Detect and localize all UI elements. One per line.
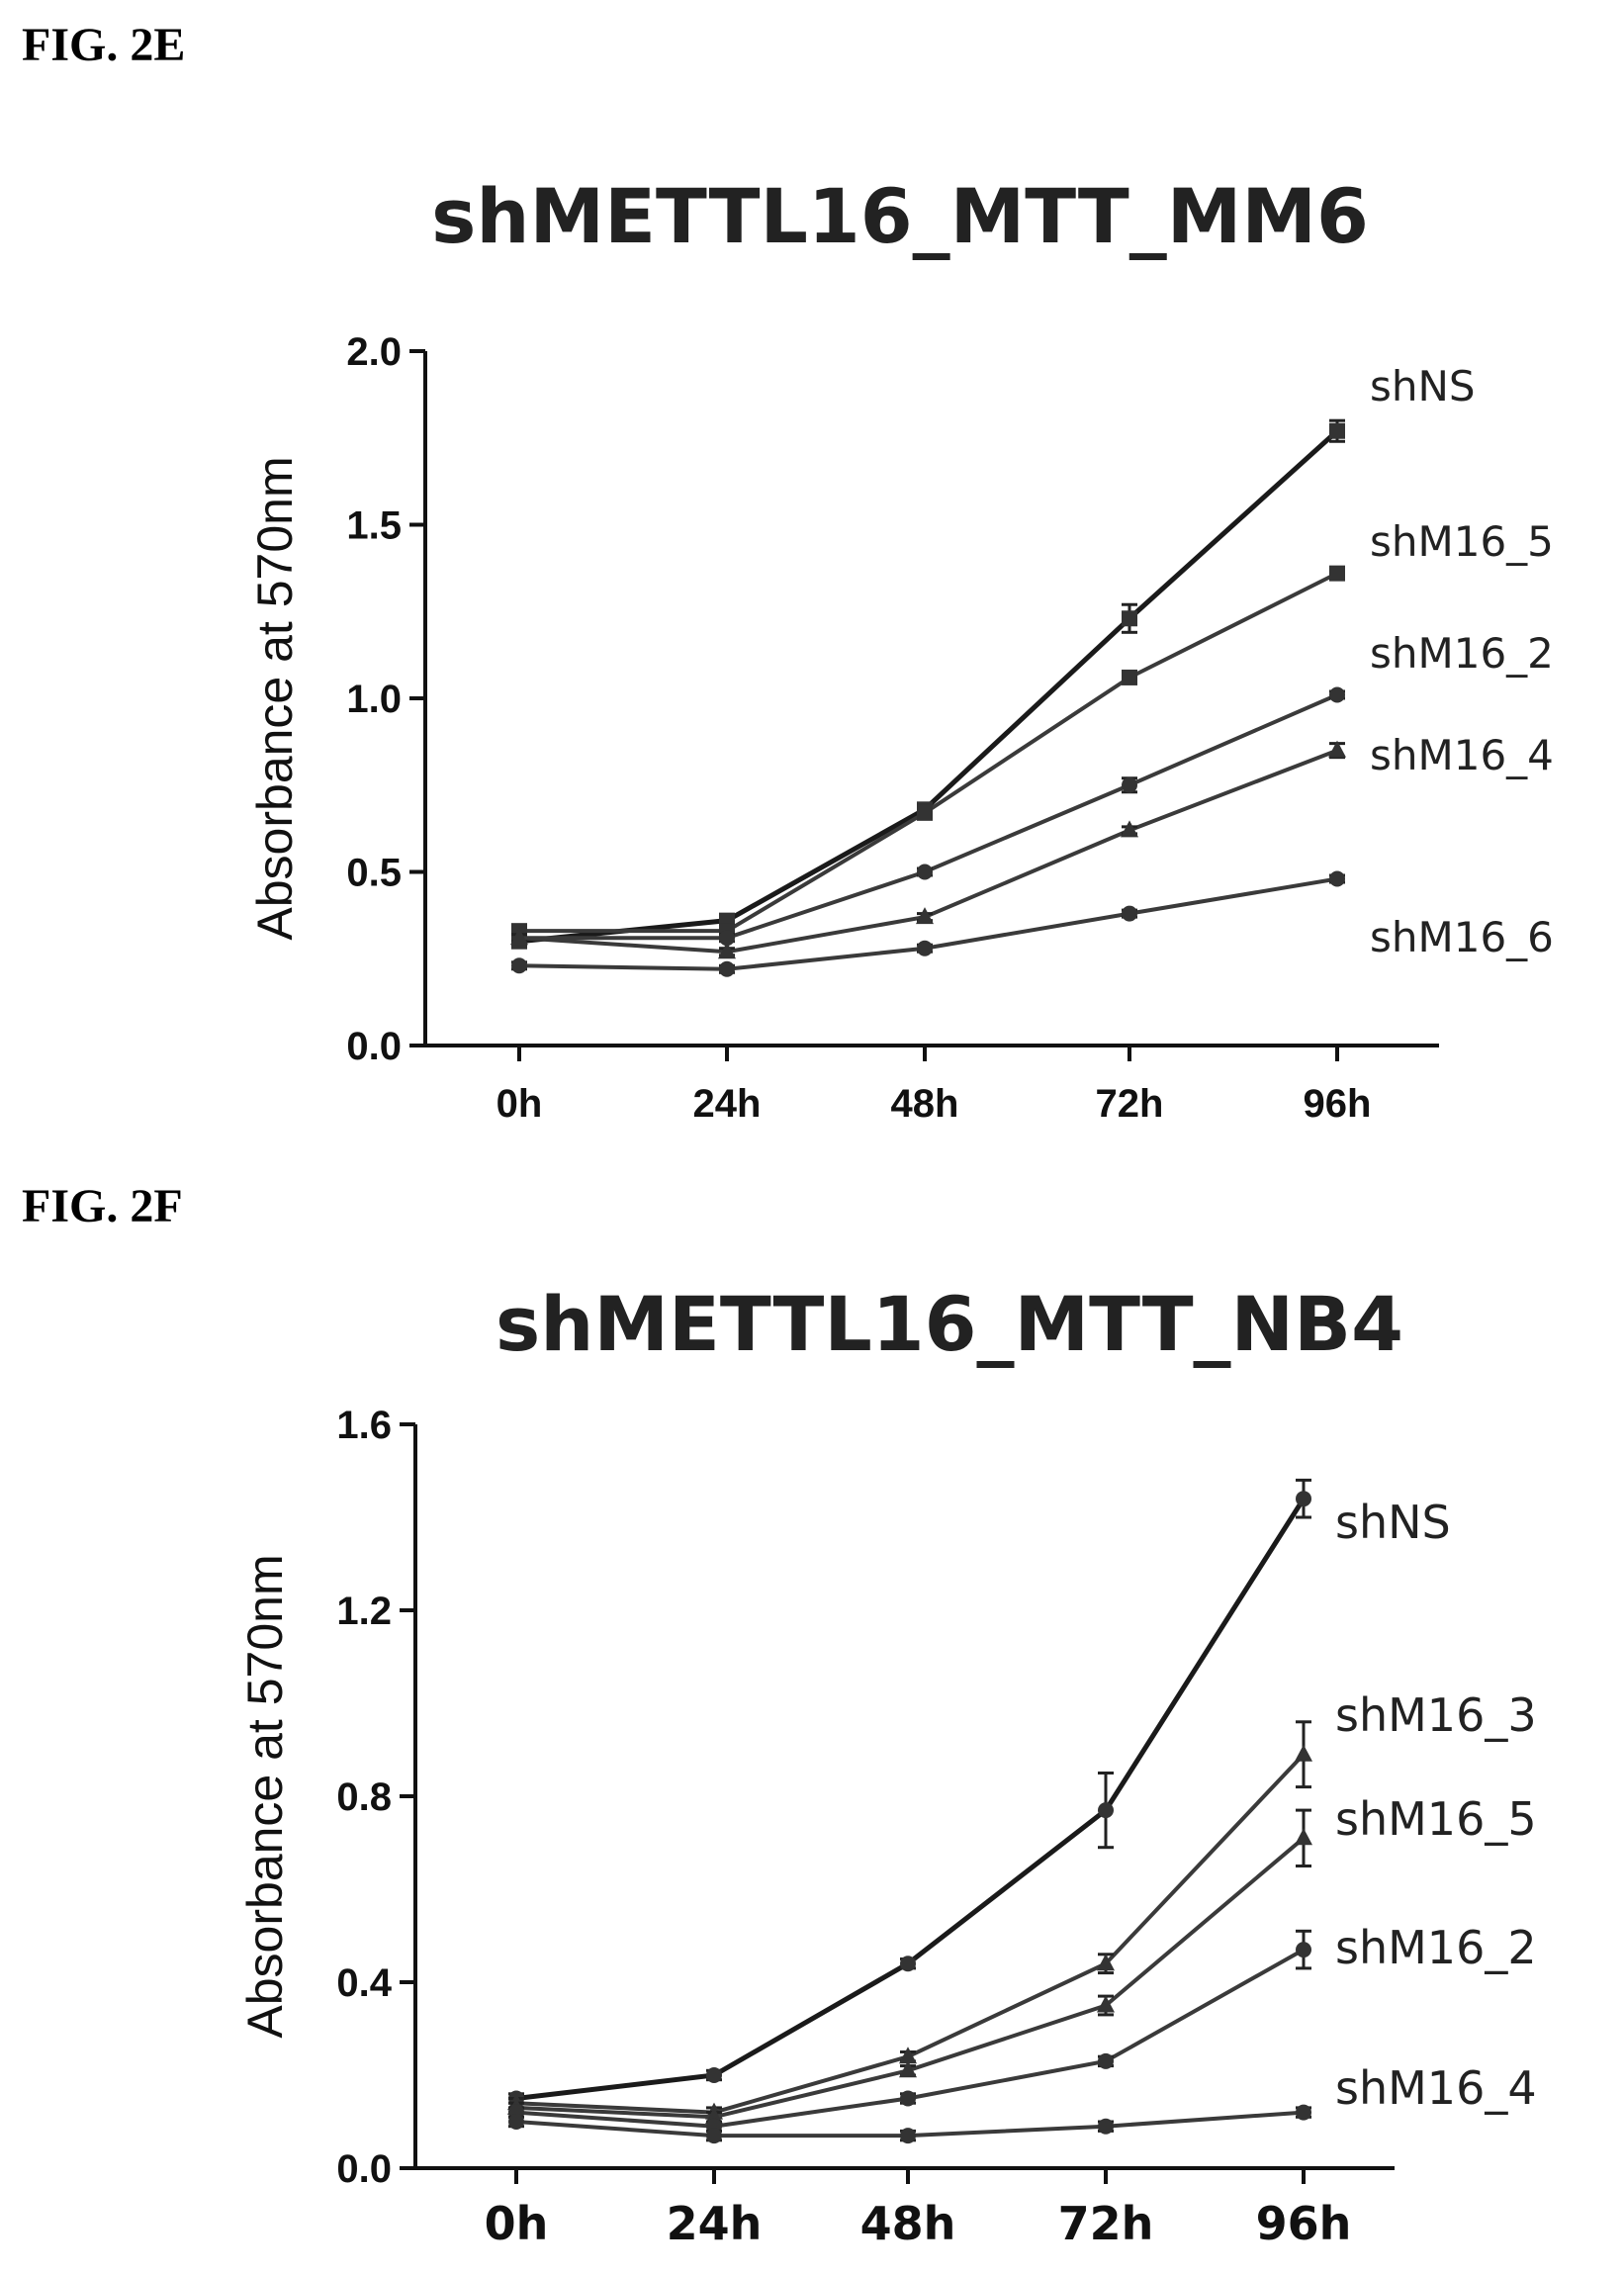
data-point [719,960,735,977]
data-point [719,930,735,947]
y-tick-label: 0.8 [336,1775,392,1819]
data-point [1295,1744,1312,1762]
x-tick-label: 96h [1304,1082,1372,1126]
data-point [899,2047,917,2064]
data-point [900,2090,916,2107]
data-point [1296,2104,1311,2121]
series-line [515,1497,1307,2101]
data-point [1295,1828,1312,1846]
series-label: shM16_2 [1335,1921,1537,1974]
data-point [1121,820,1138,838]
data-point [706,2067,722,2083]
data-point [1097,1995,1115,2013]
data-point [508,2114,524,2130]
series-shM16_6 [511,870,1345,977]
data-point [1328,740,1346,758]
data-point [1122,776,1137,793]
data-point [1122,610,1137,627]
y-tick-label: 0.4 [336,1961,392,2005]
data-point [1098,2052,1114,2069]
y-axis-label: Absorbance at 570nm [247,456,303,940]
x-tick-label: 0h [496,1082,543,1126]
data-point [1329,870,1345,887]
series-shM16_5 [511,565,1345,940]
data-point [917,940,933,956]
chart-mm6: shMETTL16_MTT_MM6 Absorbance at 570nm 0.0 0… [247,172,1554,1126]
series-label: shM16_5 [1335,1792,1537,1846]
x-tick-label: 24h [693,1082,762,1126]
data-point [1098,1802,1114,1819]
series-shM16_4 [508,2104,1311,2144]
data-point [1098,2118,1114,2135]
y-tick-label: 1.6 [336,1404,392,1447]
series-label: shNS [1370,362,1476,410]
data-point [1329,422,1345,439]
series-label: shM16_2 [1370,629,1554,678]
y-tick-label: 2.0 [346,330,402,374]
x-tick-label: 72h [1058,2197,1154,2250]
figure-label-2f: FIG. 2F [22,1180,183,1232]
series-shM16_2 [508,1929,1311,2135]
data-point [917,804,933,821]
series-label: shM16_5 [1370,517,1554,566]
series-label: shM16_4 [1370,731,1554,779]
y-tick-label: 0.0 [336,2147,392,2191]
data-point [510,928,528,946]
data-point [1329,686,1345,703]
data-point [917,864,933,880]
x-tick-label: 0h [485,2197,549,2250]
series-label: shM16_4 [1335,2061,1537,2115]
series-line [518,876,1338,971]
data-point [900,1956,916,1972]
x-tick-label: 24h [667,2197,763,2250]
series-shNS [508,1478,1311,2107]
chart-title: shMETTL16_MTT_MM6 [431,172,1369,260]
data-point [916,907,934,925]
data-point [511,957,527,974]
series-label: shNS [1335,1496,1451,1549]
data-point [1122,905,1137,922]
data-point [718,942,736,959]
series-line [518,428,1339,945]
data-point [1296,1942,1311,1958]
data-point [1122,669,1137,685]
y-tick-label: 0.0 [346,1025,402,1068]
chart-title: shMETTL16_MTT_NB4 [496,1280,1403,1368]
x-tick-label: 72h [1096,1082,1164,1126]
y-tick-label: 0.5 [346,852,402,895]
figure-label-2e: FIG. 2E [22,19,186,71]
data-point [1097,1954,1115,1971]
y-axis-label: Absorbance at 570nm [237,1554,293,2038]
y-tick-label: 1.5 [346,504,402,548]
data-point [705,2107,723,2125]
x-tick-label: 48h [860,2197,956,2250]
series-shM16_3 [507,1720,1312,2120]
data-point [1296,1491,1311,1507]
data-point [900,2128,916,2144]
data-point [899,2060,917,2078]
data-point [1329,565,1345,582]
y-tick-label: 1.2 [336,1590,392,1633]
y-tick-label: 1.0 [346,678,402,721]
series-label: shM16_6 [1370,913,1554,961]
chart-nb4: shMETTL16_MTT_NB4 Absorbance at 570nm 0.0 0… [237,1280,1537,2250]
x-tick-label: 96h [1256,2197,1352,2250]
series-label: shM16_3 [1335,1688,1537,1742]
data-point [706,2128,722,2144]
x-tick-label: 48h [891,1082,959,1126]
series-shM16_4 [510,740,1346,959]
